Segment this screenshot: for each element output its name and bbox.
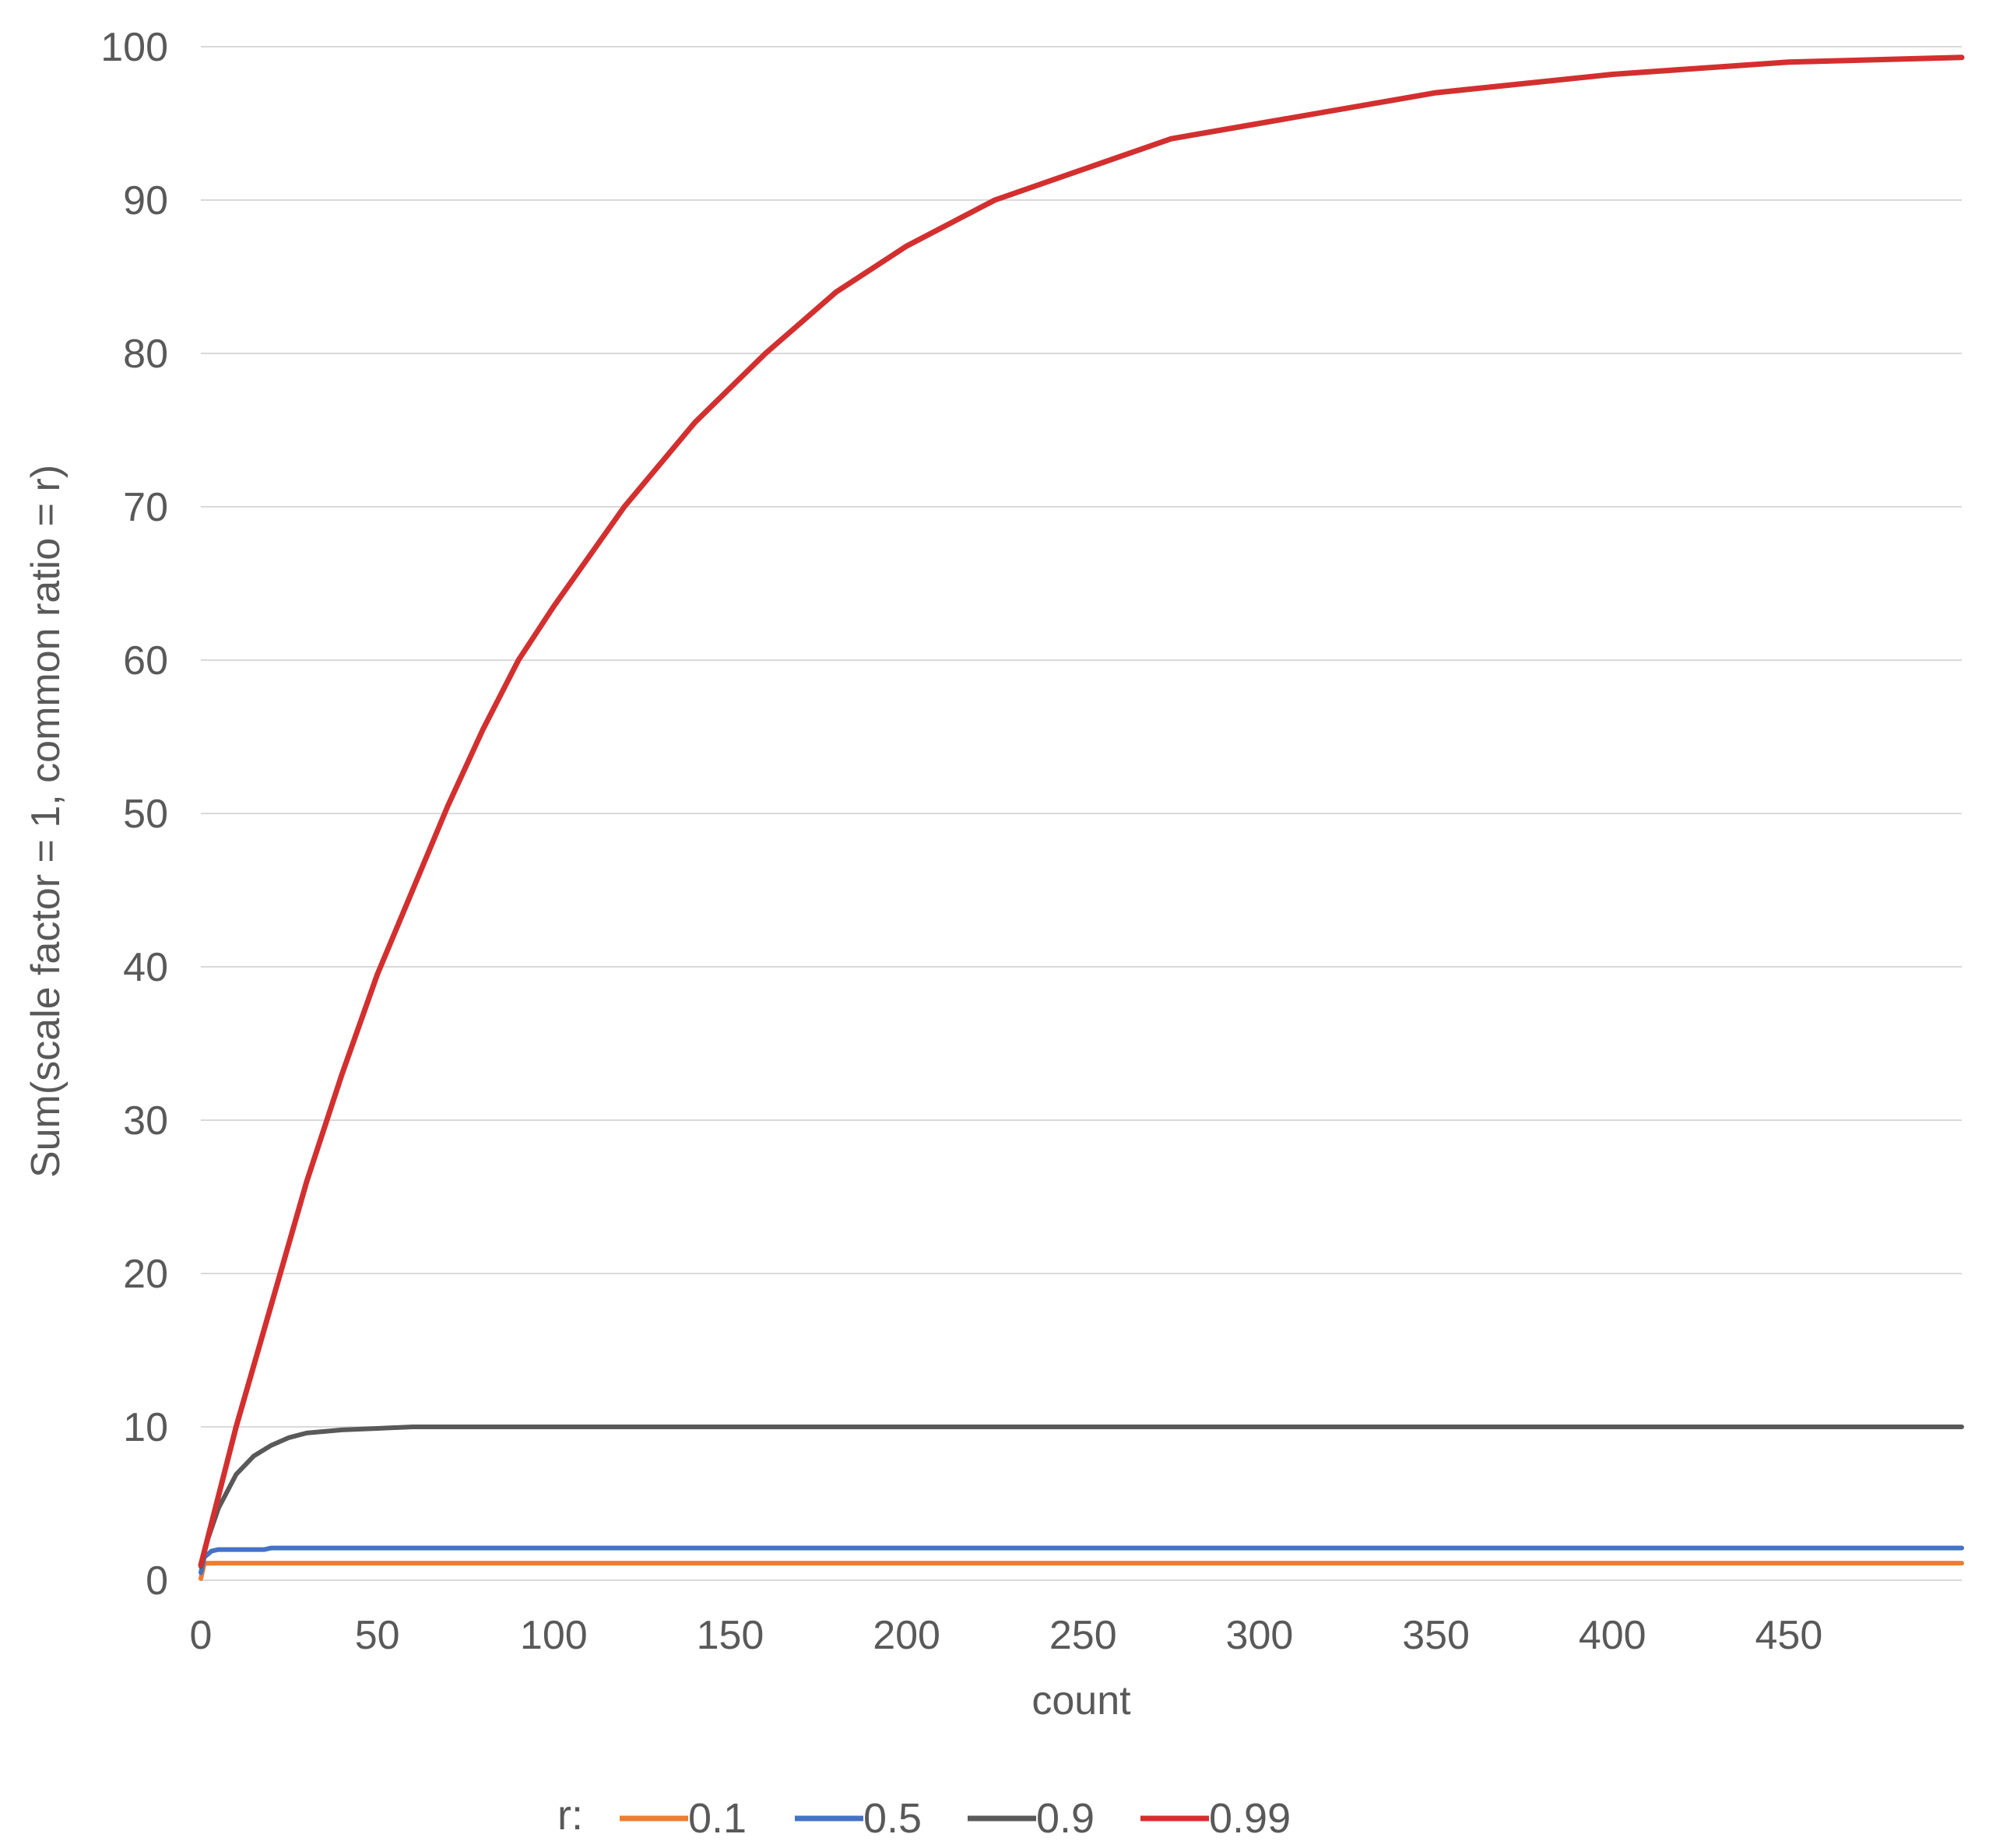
x-tick-label: 0 [190,1613,213,1658]
legend-label-0-5: 0.5 [863,1795,922,1842]
legend: r: 0.1 0.5 0.9 0.99 [557,1792,1291,1842]
y-tick-label: 20 [123,1252,168,1297]
y-tick-label: 30 [123,1098,168,1144]
y-tick-label: 90 [123,178,168,223]
y-tick-label: 10 [123,1405,168,1450]
legend-label-0-1: 0.1 [688,1795,747,1842]
x-tick-label: 400 [1579,1613,1646,1658]
x-tick-label: 200 [873,1613,940,1658]
series-lines [198,54,1965,1581]
x-tick-label: 250 [1049,1613,1117,1658]
y-tick-label: 100 [100,25,168,70]
x-axis-title: count [1031,1678,1131,1723]
series-line-0-1 [199,1561,1964,1581]
series-line-0-99 [198,54,1965,1568]
series-line-0-5 [199,1545,1964,1576]
x-tick-label: 350 [1402,1613,1470,1658]
y-tick-label: 70 [123,485,168,530]
y-tick-label: 60 [123,638,168,683]
y-axis-title: Sum(scale factor = 1, common ratio = r) [23,465,69,1178]
legend-label-0-99: 0.99 [1209,1795,1291,1842]
legend-label-0-9: 0.9 [1036,1795,1095,1842]
x-tick-label: 450 [1755,1613,1822,1658]
x-axis-ticks: 0 50 100 150 200 250 300 350 400 450 [190,1613,1823,1658]
y-axis-ticks: 0 10 20 30 40 50 60 70 80 90 100 [100,25,168,1604]
gridlines [201,46,1962,1581]
legend-title: r: [557,1792,583,1839]
y-tick-label: 40 [123,945,168,990]
y-tick-label: 0 [146,1558,168,1604]
x-tick-label: 150 [697,1613,764,1658]
x-tick-label: 300 [1226,1613,1294,1658]
y-tick-label: 80 [123,332,168,377]
x-tick-label: 100 [520,1613,588,1658]
series-line-0-9 [199,1425,1964,1569]
y-tick-label: 50 [123,792,168,837]
x-tick-label: 50 [355,1613,400,1658]
